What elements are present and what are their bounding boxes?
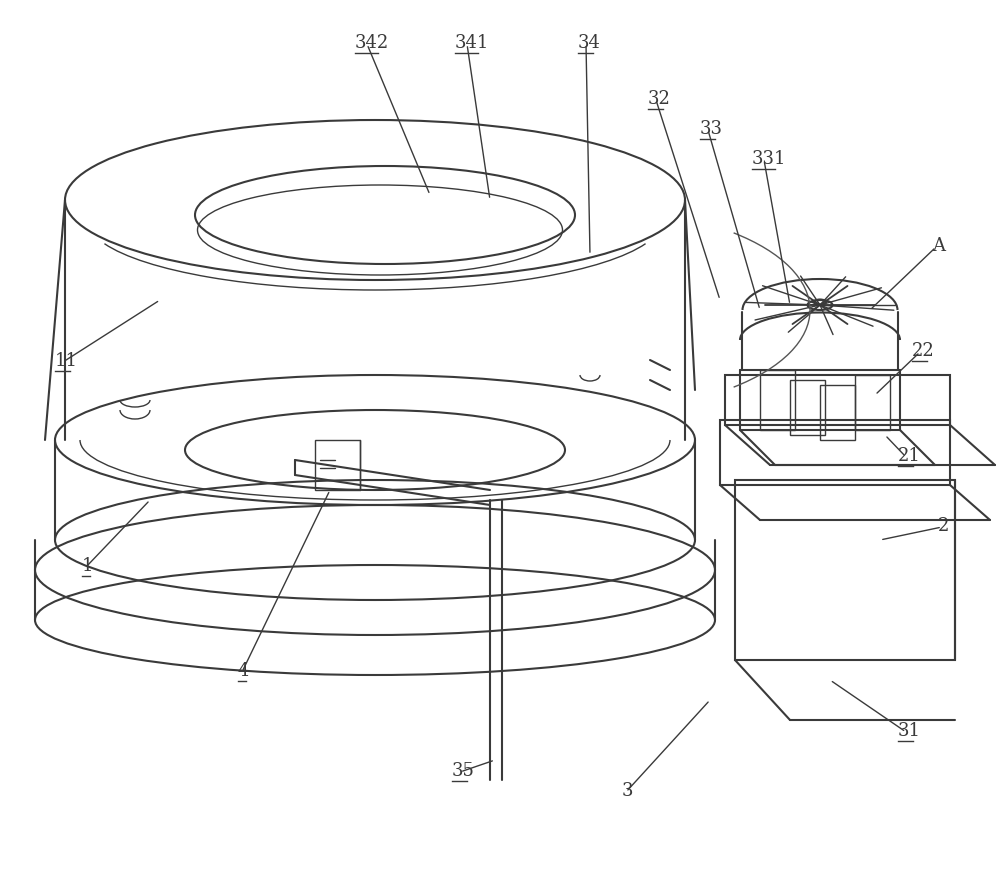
Text: 341: 341: [455, 34, 489, 52]
Text: 35: 35: [452, 762, 475, 780]
Text: 3: 3: [622, 782, 634, 800]
Text: A: A: [932, 237, 945, 255]
Text: 31: 31: [898, 722, 921, 740]
Bar: [760, 370, 795, 430]
Text: 342: 342: [355, 34, 389, 52]
Text: 32: 32: [648, 90, 671, 108]
Bar: [790, 380, 825, 435]
Bar: [855, 375, 890, 430]
Text: 4: 4: [238, 662, 249, 680]
Text: 331: 331: [752, 150, 786, 168]
Text: 22: 22: [912, 342, 935, 360]
Text: 11: 11: [55, 352, 78, 370]
Text: 33: 33: [700, 120, 723, 138]
Text: 21: 21: [898, 447, 921, 465]
Text: 2: 2: [938, 517, 949, 535]
Bar: [725, 375, 950, 425]
Text: 34: 34: [578, 34, 601, 52]
Bar: [735, 480, 955, 660]
Bar: [820, 385, 855, 440]
Text: 1: 1: [82, 557, 94, 575]
Bar: [315, 440, 360, 490]
Bar: [720, 420, 950, 485]
